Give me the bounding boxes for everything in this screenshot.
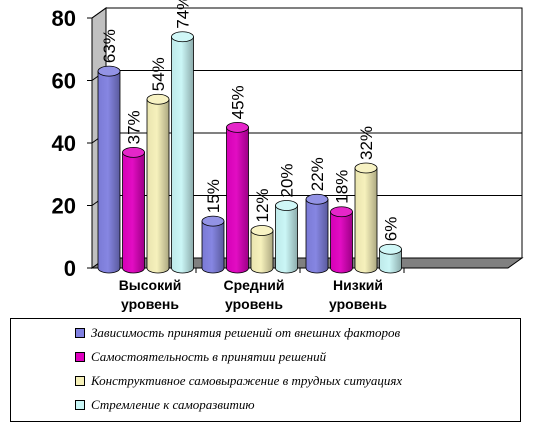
legend-item-0: Зависимость принятия решений от внешних … bbox=[11, 323, 400, 343]
y-tick-label-0: 0 bbox=[64, 256, 76, 281]
legend-label-2: Конструктивное самовыражение в трудных с… bbox=[91, 373, 403, 388]
data-label-s2-c1: 12% bbox=[253, 188, 272, 222]
x-tick-label-0: Высокий уровень bbox=[119, 277, 182, 312]
legend-swatch-0 bbox=[75, 328, 85, 338]
x-tick-label-2: Низкий уровень bbox=[329, 277, 387, 312]
data-labels: 63% 37% 54% 74% 15% 45% 12% 20% 22% 18% 32% 6% bbox=[100, 0, 401, 241]
bars bbox=[97, 31, 402, 274]
data-label-s2-c2: 32% bbox=[357, 126, 376, 160]
bar-top-s1-c0 bbox=[122, 146, 145, 158]
bar-top-s2-c0 bbox=[146, 93, 170, 105]
data-label-s1-c1: 45% bbox=[229, 85, 248, 119]
legend-swatch-3 bbox=[75, 400, 85, 410]
bar-top-s2-c1 bbox=[250, 225, 274, 236]
bar-top-s1-c1 bbox=[226, 121, 249, 133]
x-tick-label-1: Средний уровень bbox=[223, 277, 284, 312]
data-label-s2-c0: 54% bbox=[149, 57, 168, 91]
bar-s1-c1 bbox=[226, 121, 249, 274]
gridline-4 bbox=[91, 7, 522, 19]
legend-item-1: Самостоятельность в принятии решений bbox=[11, 347, 326, 367]
legend: Зависимость принятия решений от внешних … bbox=[10, 318, 521, 422]
bar-s0-c0 bbox=[97, 65, 121, 274]
y-axis-ticks: 0 20 40 60 80 bbox=[52, 6, 93, 281]
bar-s2-c1 bbox=[250, 225, 274, 274]
y-tick-label-4: 80 bbox=[52, 6, 76, 31]
y-tick-label-1: 20 bbox=[52, 194, 76, 219]
data-label-s3-c2: 6% bbox=[382, 217, 401, 242]
legend-item-3: Стремление к саморазвитию bbox=[11, 395, 255, 415]
legend-label-0: Зависимость принятия решений от внешних … bbox=[91, 325, 401, 340]
x-axis-ticks: Высокий уровень Средний уровень Низкий уровен… bbox=[119, 268, 405, 312]
bar-s0-c1 bbox=[201, 215, 225, 274]
legend-label-1: Самостоятельность в принятии решений bbox=[91, 349, 327, 364]
data-label-s0-c2: 22% bbox=[308, 157, 327, 191]
data-label-s1-c0: 37% bbox=[125, 110, 144, 144]
bar-s3-c2 bbox=[379, 243, 402, 274]
bar-s1-c0 bbox=[122, 146, 145, 274]
bar-top-s3-c0 bbox=[171, 31, 194, 43]
bar-top-s3-c2 bbox=[379, 243, 402, 255]
data-label-s1-c2: 18% bbox=[333, 170, 352, 204]
bar-top-s0-c0 bbox=[97, 65, 121, 77]
legend-item-2: Конструктивное самовыражение в трудных с… bbox=[11, 371, 402, 391]
bar-top-s3-c1 bbox=[275, 200, 298, 211]
bar-chart: 0 20 40 60 80 Высокий уровень Средний уровень Ни… bbox=[52, 0, 524, 312]
y-tick-label-2: 40 bbox=[52, 131, 76, 156]
data-label-s0-c0: 63% bbox=[100, 29, 119, 63]
legend-swatch-2 bbox=[75, 376, 85, 386]
bar-top-s2-c2 bbox=[354, 162, 378, 174]
legend-swatch-1 bbox=[75, 352, 85, 362]
bar-top-s1-c2 bbox=[330, 206, 353, 218]
legend-label-3: Стремление к саморазвитию bbox=[91, 397, 255, 412]
bar-s2-c0 bbox=[146, 93, 170, 274]
y-tick-label-3: 60 bbox=[52, 69, 76, 94]
bar-top-s0-c2 bbox=[305, 193, 329, 205]
data-label-s3-c0: 74% bbox=[174, 0, 193, 29]
data-label-s0-c1: 15% bbox=[204, 179, 223, 213]
bar-s2-c2 bbox=[354, 162, 378, 274]
bar-s3-c1 bbox=[275, 200, 298, 274]
data-label-s3-c1: 20% bbox=[278, 163, 297, 197]
bar-s1-c2 bbox=[330, 206, 353, 274]
bar-s3-c0 bbox=[171, 31, 194, 274]
bar-s0-c2 bbox=[305, 193, 329, 274]
bar-top-s0-c1 bbox=[201, 215, 225, 227]
